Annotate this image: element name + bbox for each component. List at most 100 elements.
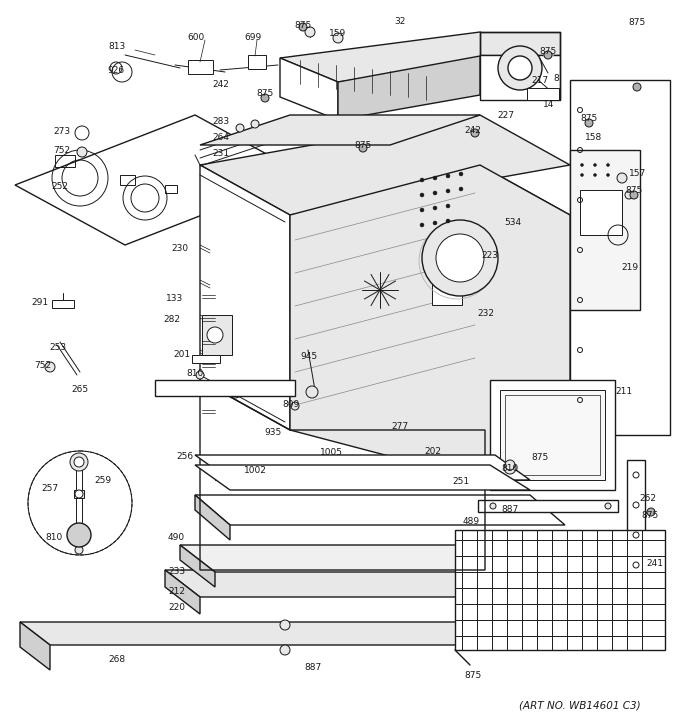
Circle shape <box>498 46 542 90</box>
Text: 887: 887 <box>501 505 519 515</box>
Polygon shape <box>480 165 570 480</box>
Polygon shape <box>180 545 215 587</box>
Circle shape <box>446 219 450 223</box>
Text: 264: 264 <box>212 133 230 141</box>
Circle shape <box>75 490 83 498</box>
Bar <box>55 155 75 167</box>
Text: 699: 699 <box>244 33 262 41</box>
Circle shape <box>280 620 290 630</box>
Bar <box>432 280 462 305</box>
Text: 211: 211 <box>615 386 632 396</box>
Bar <box>52 300 74 308</box>
Circle shape <box>433 221 437 225</box>
Text: 273: 273 <box>54 126 71 136</box>
Text: 8: 8 <box>553 73 559 83</box>
Circle shape <box>227 382 243 398</box>
Text: 813: 813 <box>108 41 126 51</box>
Text: 875: 875 <box>531 452 549 462</box>
Polygon shape <box>280 32 538 82</box>
Text: 212: 212 <box>169 587 186 595</box>
Text: 242: 242 <box>213 80 229 88</box>
Text: 133: 133 <box>167 294 184 302</box>
Polygon shape <box>195 455 530 480</box>
Text: 875: 875 <box>641 510 659 520</box>
Circle shape <box>581 164 583 167</box>
Circle shape <box>251 120 259 128</box>
Circle shape <box>77 147 87 157</box>
Bar <box>74 490 84 498</box>
Text: 157: 157 <box>630 168 647 178</box>
Polygon shape <box>195 495 565 525</box>
Circle shape <box>433 206 437 210</box>
Text: 489: 489 <box>462 518 479 526</box>
Polygon shape <box>155 380 295 396</box>
Text: 490: 490 <box>167 534 184 542</box>
Text: 875: 875 <box>628 17 645 27</box>
Bar <box>478 500 618 512</box>
Text: 159: 159 <box>329 28 347 38</box>
Text: 277: 277 <box>392 421 409 431</box>
Text: 223: 223 <box>481 251 498 260</box>
Text: 217: 217 <box>532 75 549 85</box>
Text: 265: 265 <box>71 384 88 394</box>
Text: 875: 875 <box>464 671 481 681</box>
Text: 809: 809 <box>282 399 300 408</box>
Text: 1005: 1005 <box>320 447 343 457</box>
Circle shape <box>333 33 343 43</box>
Polygon shape <box>280 58 338 120</box>
Polygon shape <box>338 56 480 120</box>
Bar <box>165 185 177 193</box>
Circle shape <box>305 27 315 37</box>
Text: 875: 875 <box>294 20 311 30</box>
Polygon shape <box>200 115 480 145</box>
Circle shape <box>594 164 596 167</box>
Text: 232: 232 <box>477 309 494 318</box>
Circle shape <box>70 453 88 471</box>
Circle shape <box>420 193 424 197</box>
Text: 875: 875 <box>256 88 273 97</box>
Bar <box>248 55 266 69</box>
Circle shape <box>420 178 424 182</box>
Circle shape <box>422 220 498 296</box>
Text: 242: 242 <box>464 125 481 135</box>
Circle shape <box>504 462 516 474</box>
Circle shape <box>581 173 583 176</box>
Circle shape <box>605 503 611 509</box>
Polygon shape <box>165 570 200 614</box>
Circle shape <box>607 173 609 176</box>
Text: 291: 291 <box>31 297 48 307</box>
Text: 256: 256 <box>176 452 194 460</box>
Circle shape <box>594 173 596 176</box>
Text: 935: 935 <box>265 428 282 436</box>
Polygon shape <box>570 80 670 435</box>
Text: 887: 887 <box>305 663 322 673</box>
Circle shape <box>67 523 91 547</box>
Text: 810: 810 <box>501 463 519 473</box>
Text: 220: 220 <box>169 602 186 611</box>
Circle shape <box>446 204 450 208</box>
Text: 262: 262 <box>639 494 656 502</box>
Text: 534: 534 <box>505 218 522 226</box>
Text: 257: 257 <box>41 484 58 492</box>
Circle shape <box>420 208 424 212</box>
Polygon shape <box>15 115 305 245</box>
Text: 231: 231 <box>212 149 230 157</box>
Bar <box>202 315 232 355</box>
Circle shape <box>607 164 609 167</box>
Circle shape <box>75 546 83 554</box>
Bar <box>505 395 600 475</box>
Polygon shape <box>165 570 583 597</box>
Circle shape <box>446 174 450 178</box>
Text: 875: 875 <box>354 141 372 149</box>
Polygon shape <box>180 545 575 572</box>
Text: 600: 600 <box>188 33 205 41</box>
Circle shape <box>508 56 532 80</box>
Text: 945: 945 <box>301 352 318 360</box>
Text: 875: 875 <box>539 46 557 56</box>
Text: 752: 752 <box>54 146 71 154</box>
Text: 202: 202 <box>424 447 441 455</box>
Text: 227: 227 <box>498 110 515 120</box>
Circle shape <box>630 191 638 199</box>
Circle shape <box>236 124 244 132</box>
Circle shape <box>196 371 204 379</box>
